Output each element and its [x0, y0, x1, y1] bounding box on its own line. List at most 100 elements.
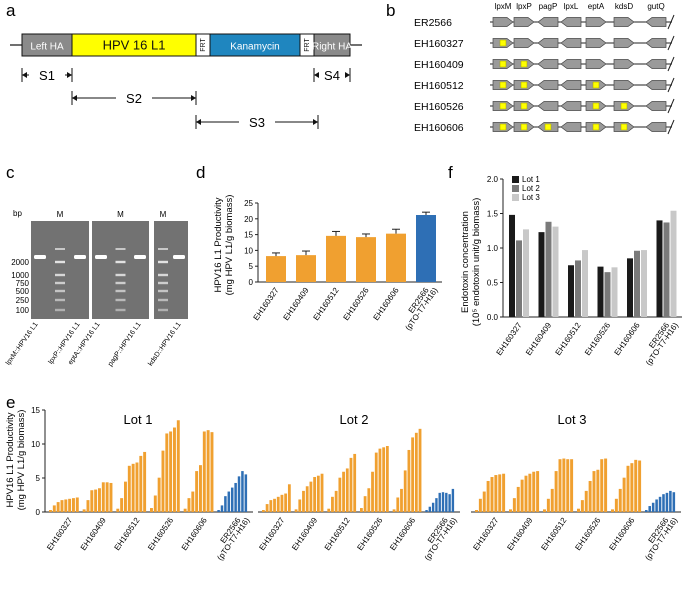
bar [195, 471, 199, 512]
bar [416, 215, 436, 282]
x-tick-label: EH160327 [471, 516, 500, 553]
bar [305, 486, 309, 512]
insertion-mark [499, 123, 507, 131]
bar [150, 508, 153, 512]
bar [558, 459, 562, 512]
bar [627, 258, 633, 317]
bar [662, 494, 665, 512]
bar [68, 498, 72, 512]
bar [298, 499, 302, 512]
bar [552, 226, 559, 317]
svg-text:HPV16 L1 Productivity: HPV16 L1 Productivity [213, 197, 224, 292]
bar [411, 437, 415, 512]
y-tick-label: 0.5 [487, 279, 499, 288]
bar [582, 250, 588, 317]
bar [425, 510, 428, 512]
insertion-mark [499, 39, 507, 47]
ladder-label: 1000 [11, 271, 29, 280]
insertion-mark [499, 81, 507, 89]
gene-arrow [645, 59, 667, 69]
construct-segment: Kanamycin [209, 33, 301, 57]
bar [176, 420, 180, 512]
y-tick-label: 0.0 [487, 313, 499, 322]
bar [509, 214, 515, 317]
gene-arrow [585, 38, 607, 48]
insertion-mark [499, 102, 507, 110]
x-tick-label: EH160512 [312, 286, 341, 323]
gene-label: gutQ [647, 2, 664, 11]
svg-text:EH160606: EH160606 [613, 321, 642, 358]
bar [334, 490, 338, 512]
bar [124, 481, 127, 512]
bar [626, 465, 630, 512]
bar [536, 471, 540, 512]
bar [220, 505, 224, 512]
gene-arrow [613, 80, 635, 90]
bar [187, 498, 191, 512]
panel-e-letter: e [6, 393, 15, 412]
marker-label: M [57, 210, 64, 219]
strain-name: EH160327 [414, 38, 464, 50]
lane-label: pagP::HPV16 L1 [107, 321, 143, 368]
panel-d-letter: d [196, 163, 205, 182]
bar [90, 490, 94, 512]
span-marker: S2 [71, 91, 197, 106]
x-tick-label: EH160512 [112, 516, 141, 553]
insertion-mark [620, 102, 628, 110]
bar [438, 492, 441, 512]
gene-arrow [585, 17, 607, 27]
gene-label: kdsD [615, 2, 633, 11]
svg-text:EH160606: EH160606 [180, 516, 209, 553]
bar [648, 506, 651, 512]
gene-arrow [613, 38, 635, 48]
y-tick-label: 15 [244, 231, 253, 240]
insertion-mark [544, 123, 552, 131]
bar [52, 505, 56, 512]
strain-row: ER2566 [414, 14, 675, 30]
span-marker: S4 [313, 68, 351, 83]
bar [269, 500, 273, 512]
x-tick-label: EH160526 [583, 321, 612, 358]
gene-arrow [645, 80, 667, 90]
y-axis-title: HPV16 L1 Productivity (mg HPV L1/g biomas… [5, 410, 27, 511]
svg-text:EH160409: EH160409 [79, 516, 108, 553]
bar [131, 463, 135, 512]
lane-label: kdsD::HPV16 L1 [147, 321, 182, 367]
bar [326, 235, 346, 282]
bar [392, 509, 396, 512]
svg-text:EH160606: EH160606 [607, 516, 636, 553]
gene-arrow [560, 38, 582, 48]
bar [418, 428, 422, 512]
svg-text:EH160526: EH160526 [573, 516, 602, 553]
x-tick-label: ER2566(pTO-T7-H16) [423, 516, 459, 563]
bar [276, 496, 280, 512]
bar [302, 490, 305, 512]
bar [445, 492, 448, 512]
svg-text:EH160409: EH160409 [524, 321, 553, 358]
bar [451, 488, 455, 512]
bar [345, 468, 349, 512]
svg-text:(10⁵ endotoxin unit/g biomass): (10⁵ endotoxin unit/g biomass) [471, 198, 482, 327]
legend-entry: Lot 2 [512, 184, 540, 193]
bar [265, 504, 269, 512]
bar [512, 498, 516, 512]
bar [400, 488, 403, 512]
gene-arrow [560, 101, 582, 111]
construct-diagram: Left HA HPV 16 L1 FRT Kanamycin FRT Right HA … [10, 33, 362, 130]
bar [157, 477, 161, 512]
lot-chart: Lot 2 EH160327 EH160409 EH160512 EH160526 EH1… [257, 412, 460, 562]
gene-arrow [537, 38, 559, 48]
svg-text:EH160327: EH160327 [495, 321, 524, 358]
bar [173, 427, 176, 512]
y-tick-label: 1.0 [487, 244, 499, 253]
frt-label: FRT [200, 38, 207, 52]
insertion-mark [499, 60, 507, 68]
bar [237, 476, 241, 512]
x-tick-label: EH160526 [146, 516, 175, 553]
bar [566, 459, 570, 512]
bar [327, 508, 331, 512]
bar [538, 232, 545, 317]
gene-arrow [613, 17, 635, 27]
bar [353, 453, 357, 512]
